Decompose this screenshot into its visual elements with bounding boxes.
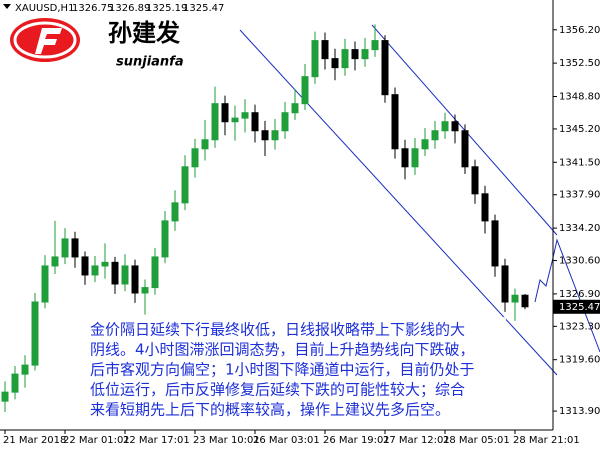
- x-tick-label: 23 Mar 10:01: [193, 435, 260, 446]
- candle-body: [141, 287, 149, 294]
- candle-body: [151, 256, 159, 289]
- candle-body: [511, 294, 519, 303]
- annotation-line: 金价隔日延续下行最终收低，日线报收略带上下影线的大: [90, 321, 465, 339]
- candle-body: [71, 238, 79, 258]
- candle-body: [61, 238, 69, 258]
- header-open: 1326.75: [72, 3, 113, 14]
- candle-body: [381, 40, 389, 96]
- candle-body: [41, 265, 49, 303]
- candle-body: [91, 265, 99, 276]
- candle-body: [311, 40, 319, 78]
- candle-body: [1, 391, 9, 402]
- symbol: XAUUSD,H1: [15, 3, 74, 14]
- candle-body: [521, 294, 529, 308]
- price-label-box: [553, 299, 600, 314]
- price-label: 1325.47: [559, 302, 600, 313]
- annotation-line: 后市客观方向偏空；1小时图下降通道中运行，目前仍处于: [90, 361, 475, 379]
- candle-body: [51, 256, 59, 267]
- candle-body: [231, 117, 239, 123]
- header-icon: [3, 4, 11, 9]
- annotation-line: 来看短期先上后下的概率较高，操作上建议先多后空。: [90, 401, 450, 419]
- y-tick-label: 1348.80: [559, 91, 600, 102]
- y-tick-label: 1330.60: [559, 256, 600, 267]
- header-close: 1325.47: [183, 3, 224, 14]
- plot: [1, 24, 529, 412]
- y-tick-label: 1313.90: [559, 406, 600, 417]
- candle-body: [121, 265, 129, 285]
- candle-body: [31, 301, 39, 366]
- candle-body: [441, 121, 449, 132]
- header-low: 1325.19: [146, 3, 187, 14]
- logo-ring: [13, 21, 77, 59]
- candle-body: [221, 103, 229, 123]
- y-tick-label: 1337.90: [559, 190, 600, 201]
- candle-body: [471, 166, 479, 195]
- candle-body: [191, 148, 199, 168]
- candle-body: [321, 40, 329, 60]
- y-tick-label: 1345.20: [559, 124, 600, 135]
- candle-body: [501, 265, 509, 303]
- header-high: 1326.89: [109, 3, 150, 14]
- candle-body: [371, 40, 379, 51]
- candle-body: [391, 94, 399, 150]
- candle-body: [261, 130, 269, 141]
- annotation-line: 低位运行，后市反弹修复后延续下跌的可能性较大；综合: [90, 381, 465, 399]
- x-tick-label: 22 Mar 01:01: [63, 435, 130, 446]
- candle-body: [451, 121, 459, 132]
- candle-body: [351, 49, 359, 60]
- y-tick-label: 1356.20: [559, 25, 600, 36]
- x-tick-label: 28 Mar 05:01: [443, 435, 510, 446]
- x-tick-label: 28 Mar 21:01: [513, 435, 580, 446]
- candle-body: [481, 193, 489, 222]
- candle-body: [491, 220, 499, 267]
- x-tick-label: 22 Mar 17:01: [123, 435, 190, 446]
- candle-body: [271, 130, 279, 141]
- y-tick-label: 1319.60: [559, 355, 600, 366]
- x-tick-label: 27 Mar 12:01: [383, 435, 450, 446]
- candle-body: [251, 112, 259, 132]
- y-tick-label: 1352.50: [559, 58, 600, 69]
- candle-body: [161, 220, 169, 258]
- projection: [534, 238, 600, 353]
- annotation-box: [84, 317, 506, 425]
- candle-body: [11, 373, 19, 393]
- header: XAUUSD,H1 1326.75 1326.89 1325.19 1325.4…: [3, 3, 224, 14]
- y-tick-label: 1334.20: [559, 223, 600, 234]
- logo-name: 孙建发: [108, 19, 180, 47]
- candle-body: [461, 130, 469, 168]
- logo-f: [35, 28, 62, 54]
- candle-body: [131, 265, 139, 294]
- candle-body: [401, 148, 409, 168]
- y-tick-label: 1326.90: [559, 289, 600, 300]
- candle-body: [341, 49, 349, 69]
- candle-body: [101, 261, 109, 267]
- candle-body: [171, 202, 179, 222]
- candle-body: [361, 49, 369, 60]
- candle-body: [241, 112, 249, 119]
- candle-body: [281, 112, 289, 132]
- candle-body: [211, 103, 219, 141]
- x-tick-label: 21 Mar 2018: [3, 435, 66, 446]
- candle-body: [291, 103, 299, 114]
- y-tick-label: 1323.30: [559, 321, 600, 332]
- candle-body: [181, 166, 189, 204]
- candle-body: [411, 148, 419, 168]
- candle-body: [21, 364, 29, 375]
- logo-pinyin: sunjianfa: [116, 55, 184, 70]
- x-tick-label: 26 Mar 03:01: [253, 435, 320, 446]
- x-tick-label: 26 Mar 19:01: [323, 435, 390, 446]
- candle-body: [301, 76, 309, 105]
- candle-body: [331, 58, 339, 69]
- annotation: 金价隔日延续下行最终收低，日线报收略带上下影线的大阴线。4小时图滞涨回调态势，目…: [90, 321, 475, 419]
- logo: 孙建发 sunjianfa: [10, 18, 184, 70]
- candle-body: [81, 256, 89, 276]
- candle-body: [201, 139, 209, 150]
- annotation-line: 阴线。4小时图滞涨回调态势，目前上升趋势线向下跌破，: [90, 341, 475, 359]
- candle-body: [421, 139, 429, 150]
- candle-body: [111, 261, 119, 285]
- candle-body: [431, 130, 439, 141]
- y-tick-label: 1341.50: [559, 157, 600, 168]
